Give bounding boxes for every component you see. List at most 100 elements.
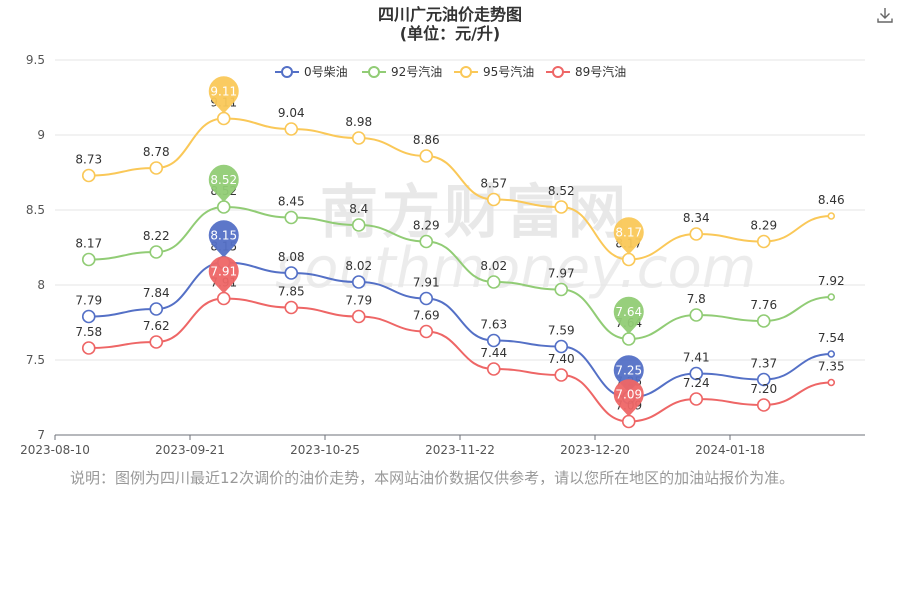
data-point[interactable] bbox=[216, 111, 231, 126]
data-point[interactable] bbox=[284, 266, 299, 280]
data-point[interactable] bbox=[621, 414, 636, 429]
data-point[interactable] bbox=[419, 234, 434, 249]
legend-marker bbox=[460, 66, 472, 78]
data-point[interactable] bbox=[689, 308, 704, 322]
legend-item[interactable]: 95号汽油 bbox=[454, 64, 534, 79]
data-point[interactable] bbox=[284, 210, 299, 225]
legend-marker bbox=[552, 66, 564, 78]
data-point[interactable] bbox=[554, 339, 569, 354]
data-point[interactable] bbox=[689, 392, 704, 406]
data-point[interactable] bbox=[621, 332, 636, 346]
data-label: 8.08 bbox=[278, 250, 305, 264]
data-point[interactable] bbox=[81, 341, 96, 355]
data-point[interactable] bbox=[756, 372, 771, 387]
watermark: 南方财富网 southmoney.com bbox=[275, 178, 756, 301]
highlight-pin: 8.15 bbox=[208, 220, 239, 258]
legend-item[interactable]: 0号柴油 bbox=[275, 65, 348, 79]
data-point[interactable] bbox=[81, 252, 96, 267]
pin-label: 7.25 bbox=[615, 364, 642, 378]
data-label: 8.98 bbox=[345, 115, 372, 129]
highlight-pin: 8.17 bbox=[613, 217, 644, 255]
data-label: 8.22 bbox=[143, 229, 170, 243]
data-label: 8.29 bbox=[413, 219, 440, 233]
data-point[interactable] bbox=[554, 368, 569, 382]
legend-item[interactable]: 89号汽油 bbox=[546, 64, 626, 79]
data-label: 7.41 bbox=[683, 351, 710, 365]
data-label: 8.4 bbox=[349, 202, 368, 216]
data-label: 7.62 bbox=[143, 319, 170, 333]
data-point[interactable] bbox=[827, 350, 836, 358]
data-point[interactable] bbox=[486, 362, 501, 376]
data-point[interactable] bbox=[827, 212, 836, 220]
data-label: 7.97 bbox=[548, 267, 575, 281]
data-point[interactable] bbox=[351, 131, 366, 145]
data-label: 7.37 bbox=[750, 357, 777, 371]
data-point[interactable] bbox=[554, 282, 569, 297]
data-point[interactable] bbox=[351, 275, 366, 289]
pin-shape bbox=[208, 76, 239, 114]
highlight-pin: 7.09 bbox=[613, 379, 644, 417]
pin-shape bbox=[208, 256, 239, 294]
data-label: 7.8 bbox=[687, 292, 706, 306]
data-point[interactable] bbox=[554, 200, 569, 214]
data-point[interactable] bbox=[419, 324, 434, 339]
data-point[interactable] bbox=[827, 293, 836, 301]
pin-shape bbox=[613, 379, 644, 417]
data-label: 8.02 bbox=[345, 259, 372, 273]
data-point[interactable] bbox=[216, 291, 231, 306]
x-tick-label: 2023-12-20 bbox=[560, 443, 630, 457]
pin-label: 7.64 bbox=[615, 305, 642, 319]
data-label: 8.34 bbox=[683, 211, 710, 225]
pin-label: 9.11 bbox=[210, 85, 237, 99]
data-point[interactable] bbox=[621, 252, 636, 267]
download-icon[interactable] bbox=[876, 6, 894, 24]
data-point[interactable] bbox=[486, 192, 501, 207]
pin-label: 8.17 bbox=[615, 226, 642, 240]
data-point[interactable] bbox=[81, 309, 96, 324]
data-label: 7.44 bbox=[480, 346, 507, 360]
y-tick-label: 7.5 bbox=[26, 353, 45, 367]
legend-label: 0号柴油 bbox=[304, 65, 348, 79]
data-point[interactable] bbox=[689, 366, 704, 381]
highlight-pins: 8.15 7.25 8.52 7.64 9.11 8.17 7.91 7.09 bbox=[208, 76, 644, 417]
footnote: 说明：图例为四川最近12次调价的油价走势，本网站油价数据仅供参考，请以您所在地区… bbox=[70, 469, 795, 487]
data-point[interactable] bbox=[827, 378, 836, 387]
data-point[interactable] bbox=[216, 200, 231, 214]
data-point[interactable] bbox=[419, 149, 434, 163]
series-1 bbox=[81, 200, 836, 346]
y-tick-label: 9 bbox=[37, 128, 45, 142]
data-point[interactable] bbox=[284, 300, 299, 315]
data-point[interactable] bbox=[486, 275, 501, 289]
data-label: 8.45 bbox=[278, 195, 305, 209]
legend-item[interactable]: 92号汽油 bbox=[362, 64, 442, 79]
y-tick-label: 9.5 bbox=[26, 53, 45, 67]
x-tick-label: 2023-11-22 bbox=[425, 443, 495, 457]
data-point[interactable] bbox=[486, 333, 501, 348]
data-point[interactable] bbox=[81, 168, 96, 183]
data-point[interactable] bbox=[419, 291, 434, 306]
data-point[interactable] bbox=[756, 398, 771, 412]
data-point[interactable] bbox=[149, 245, 164, 259]
data-point[interactable] bbox=[351, 309, 366, 324]
data-label: 8.78 bbox=[143, 145, 170, 159]
data-point[interactable] bbox=[149, 161, 164, 175]
data-label: 8.57 bbox=[480, 177, 507, 191]
highlight-pin: 9.11 bbox=[208, 76, 239, 114]
data-point[interactable] bbox=[756, 314, 771, 328]
data-point[interactable] bbox=[689, 227, 704, 241]
data-point[interactable] bbox=[756, 234, 771, 249]
data-label: 7.24 bbox=[683, 376, 710, 390]
data-label: 8.86 bbox=[413, 133, 440, 147]
legend[interactable]: 0号柴油 92号汽油 95号汽油 89号汽油 bbox=[275, 64, 626, 79]
data-point[interactable] bbox=[284, 122, 299, 136]
data-point[interactable] bbox=[351, 218, 366, 232]
pin-label: 8.15 bbox=[210, 229, 237, 243]
legend-marker bbox=[281, 66, 293, 78]
data-point[interactable] bbox=[149, 335, 164, 349]
data-label: 7.92 bbox=[818, 274, 845, 288]
series-3 bbox=[81, 291, 836, 429]
x-tick-label: 2023-09-21 bbox=[155, 443, 225, 457]
data-point[interactable] bbox=[149, 302, 164, 316]
